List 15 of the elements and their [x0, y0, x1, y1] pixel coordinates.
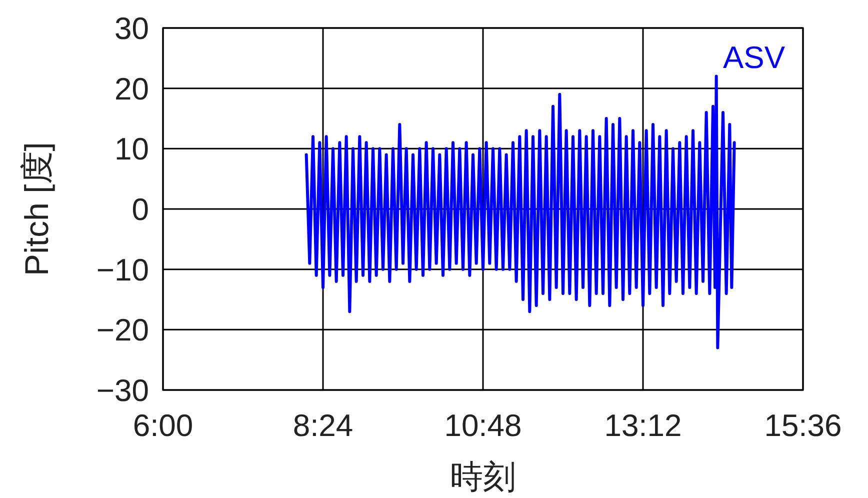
y-tick-label: −10	[96, 252, 149, 288]
x-tick-label: 10:48	[444, 408, 522, 443]
y-tick-label: 20	[114, 71, 149, 106]
series-label: ASV	[722, 40, 786, 75]
y-tick-label: 30	[114, 11, 149, 46]
y-tick-label: 0	[132, 192, 149, 227]
x-tick-label: 8:24	[292, 408, 354, 443]
y-tick-label: −20	[96, 312, 149, 348]
y-axis-title: Pitch [度]	[18, 142, 55, 276]
x-tick-label: 13:12	[604, 408, 682, 443]
x-tick-label: 15:36	[764, 408, 842, 443]
y-tick-label: 10	[114, 132, 149, 167]
y-tick-label: −30	[96, 373, 149, 408]
x-tick-label: 6:00	[132, 408, 194, 443]
x-axis-title: 時刻	[450, 458, 516, 495]
